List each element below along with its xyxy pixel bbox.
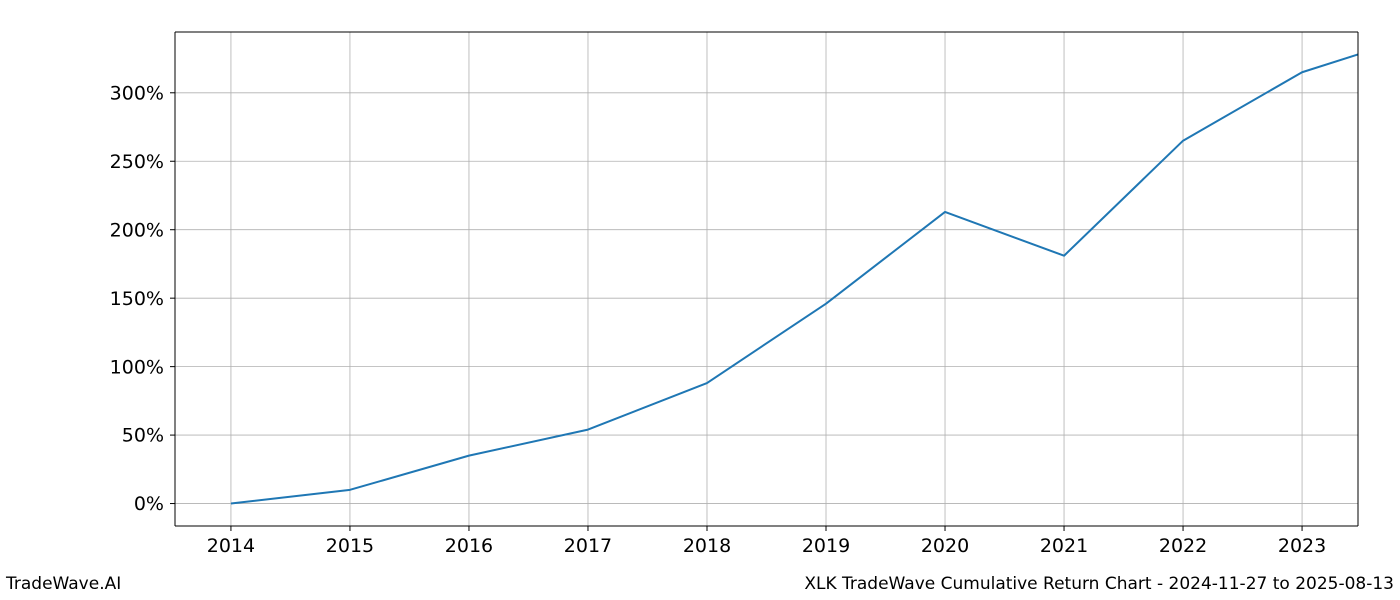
- y-tick-label: 0%: [134, 493, 164, 515]
- x-tick-label: 2018: [683, 535, 731, 557]
- x-tick-label: 2023: [1278, 535, 1326, 557]
- footer-brand: TradeWave.AI: [6, 574, 121, 594]
- x-tick-label: 2021: [1040, 535, 1088, 557]
- y-tick-label: 300%: [110, 82, 164, 104]
- x-tick-label: 2016: [445, 535, 493, 557]
- x-tick-label: 2019: [802, 535, 850, 557]
- y-tick-label: 150%: [110, 288, 164, 310]
- footer-caption: XLK TradeWave Cumulative Return Chart - …: [804, 574, 1394, 594]
- x-tick-label: 2017: [564, 535, 612, 557]
- x-tick-label: 2015: [326, 535, 374, 557]
- line-chart: 2014 2015 2016 2017 2018 2019 2020 2021 2022 2023…: [0, 0, 1400, 600]
- y-tick-label: 100%: [110, 356, 164, 378]
- x-tick-label: 2020: [921, 535, 969, 557]
- y-tick-label: 250%: [110, 151, 164, 173]
- chart-container: 2014 2015 2016 2017 2018 2019 2020 2021 2022 2023…: [0, 0, 1400, 600]
- y-tick-label: 200%: [110, 219, 164, 241]
- x-tick-label: 2014: [207, 535, 255, 557]
- y-tick-label: 50%: [122, 425, 164, 447]
- x-tick-label: 2022: [1159, 535, 1207, 557]
